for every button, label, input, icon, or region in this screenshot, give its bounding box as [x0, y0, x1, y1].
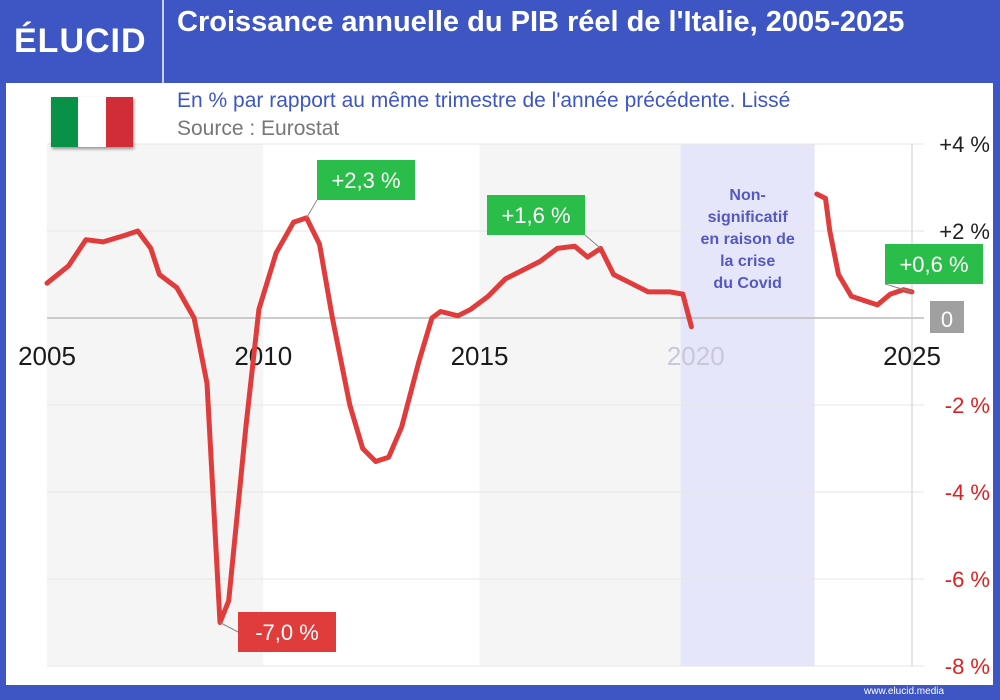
chart-title: Croissance annuelle du PIB réel de l'Ita… — [177, 6, 905, 38]
x-tick-label: 2020 — [667, 341, 725, 371]
chart-subtitle: En % par rapport au même trimestre de l'… — [177, 89, 791, 112]
annotation-box — [238, 612, 336, 652]
header-divider — [162, 0, 164, 83]
covid-note: Non- — [729, 187, 765, 204]
italy-flag-icon — [51, 97, 133, 147]
elucid-logo: ÉLUCID — [14, 22, 147, 60]
x-tick-label: 2005 — [18, 341, 76, 371]
gdp-growth-line — [814, 191, 915, 308]
gdp-growth-line — [44, 215, 694, 625]
covid-note: du Covid — [713, 275, 781, 292]
annotation-connector — [884, 283, 913, 293]
annotation-connector — [584, 234, 601, 249]
annotation-label: -7,0 % — [255, 620, 319, 645]
annotation-label: +2,3 % — [331, 168, 400, 193]
y-tick-label: -6 % — [945, 567, 990, 592]
flag-stripe — [105, 97, 133, 147]
header: ÉLUCID Croissance annuelle du PIB réel d… — [0, 0, 1000, 83]
annotation-box — [317, 160, 415, 200]
y-tick-label: 0 — [941, 307, 953, 332]
footer-url[interactable]: www.elucid.media — [864, 686, 945, 697]
annotation-connector — [306, 199, 318, 219]
y-tick-label: -2 % — [945, 393, 990, 418]
annotation-box — [487, 195, 585, 235]
y-tick-label: -4 % — [945, 480, 990, 505]
flag-stripe — [51, 97, 79, 147]
x-tick-label: 2025 — [883, 341, 941, 371]
covid-note: en raison de — [701, 231, 795, 248]
annotation-box — [885, 244, 983, 284]
annotation-label: +1,6 % — [501, 203, 570, 228]
y-tick-label: +2 % — [939, 219, 990, 244]
chart-source: Source : Eurostat — [177, 117, 340, 140]
covid-note: la crise — [720, 253, 775, 270]
x-tick-label: 2015 — [451, 341, 509, 371]
zero-label-box — [930, 301, 964, 333]
annotation-connector — [219, 622, 239, 633]
covid-note: significatif — [708, 209, 789, 226]
y-tick-label: -8 % — [945, 654, 990, 679]
y-tick-label: +4 % — [939, 132, 990, 157]
annotation-label: +0,6 % — [899, 252, 968, 277]
flag-stripe — [78, 97, 106, 147]
x-tick-label: 2010 — [234, 341, 292, 371]
